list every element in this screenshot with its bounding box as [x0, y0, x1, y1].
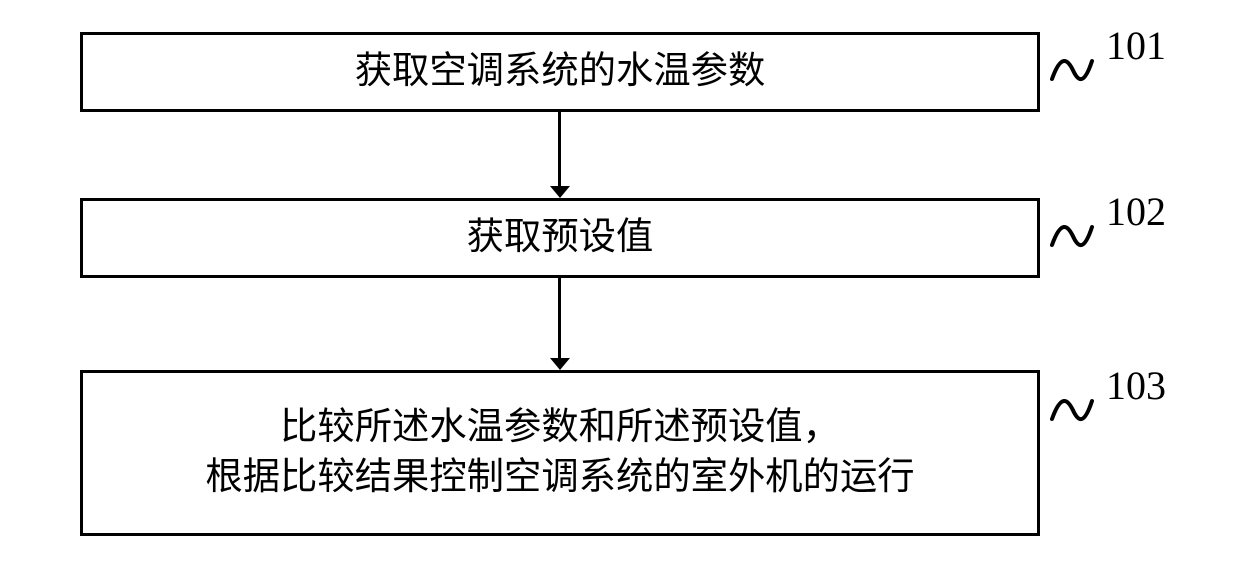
- step-label-103: 103: [1106, 362, 1166, 409]
- node-text: 获取预设值: [467, 213, 654, 263]
- connector-tilde: [1050, 56, 1094, 84]
- connector-tilde: [1050, 396, 1094, 424]
- arrow-head-icon: [550, 186, 570, 198]
- node-text: 获取空调系统的水温参数: [355, 47, 766, 97]
- step-label-101: 101: [1106, 22, 1166, 69]
- flowchart-canvas: 获取空调系统的水温参数 101 获取预设值 102 比较所述水温参数和所述预设值， 根据…: [0, 0, 1240, 580]
- node-text: 比较所述水温参数和所述预设值， 根据比较结果控制空调系统的室外机的运行: [205, 403, 914, 504]
- arrow-head-icon: [550, 358, 570, 370]
- edge-n2-n3: [558, 278, 561, 358]
- edge-n1-n2: [558, 112, 561, 186]
- flowchart-node-n3: 比较所述水温参数和所述预设值， 根据比较结果控制空调系统的室外机的运行: [80, 370, 1040, 536]
- flowchart-node-n2: 获取预设值: [80, 198, 1040, 278]
- flowchart-node-n1: 获取空调系统的水温参数: [80, 32, 1040, 112]
- step-label-102: 102: [1106, 188, 1166, 235]
- connector-tilde: [1050, 222, 1094, 250]
